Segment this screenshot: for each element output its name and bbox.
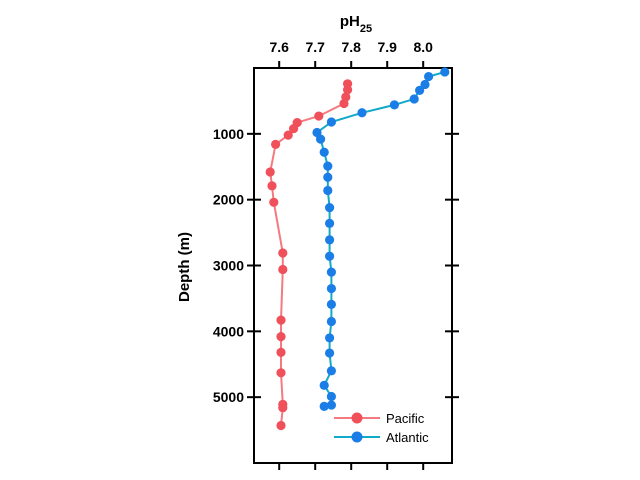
pacific-data-point [276,368,286,378]
pacific-data-point [283,130,293,140]
pacific-data-point [278,248,288,258]
x-tick-label: 7.8 [341,39,361,55]
legend: Pacific Atlantic [334,411,429,445]
atlantic-data-point [326,283,336,294]
atlantic-data-point [319,380,329,390]
pacific-data-point [265,167,275,177]
atlantic-data-point [420,79,430,90]
pacific-data-point [314,111,324,121]
pacific-data-point [278,403,288,413]
pacific-data-point [271,139,281,149]
pacific-data-point [278,264,288,275]
pacific-legend-label: Pacific [386,411,425,426]
series-layer [265,67,450,431]
x-axis-title: pH25 [340,13,372,35]
pacific-data-point [269,197,279,207]
pacific-data-point [343,85,353,95]
atlantic-data-point [325,202,335,213]
pacific-data-point [289,123,299,134]
atlantic-data-point [326,299,336,309]
atlantic-data-point [323,185,333,196]
atlantic-series-line [315,71,446,408]
pacific-data-point [339,98,349,109]
x-tick-label: 7.7 [305,39,325,55]
atlantic-data-point [326,117,336,127]
y-axis-ticks: 1000 2000 3000 4000 5000 [213,126,459,405]
atlantic-data-point [325,348,335,358]
y-tick-label: 3000 [213,258,244,274]
atlantic-data-point [440,67,450,77]
pacific-data-point [276,315,286,325]
atlantic-data-point [326,316,336,327]
atlantic-legend-marker [351,431,363,443]
atlantic-data-point [326,366,336,376]
x-tick-label: 7.9 [377,39,397,55]
pacific-data-point [276,332,286,342]
pacific-data-point [267,181,277,191]
x-axis-title-subscript: 25 [360,23,372,35]
atlantic-data-point [325,251,335,261]
atlantic-data-point [326,391,336,402]
atlantic-data-point [325,333,335,343]
pacific-legend-marker [351,412,363,424]
y-tick-label: 2000 [213,192,244,208]
x-tick-label: 8.0 [413,39,433,55]
y-tick-label: 1000 [213,126,244,142]
y-tick-label: 5000 [213,389,244,405]
atlantic-data-point [326,400,336,410]
atlantic-data-point [316,134,326,144]
atlantic-data-point [424,71,434,82]
pacific-data-point [276,420,286,431]
atlantic-data-point [323,161,333,171]
atlantic-data-point [325,235,335,245]
atlantic-data-point [409,94,419,104]
atlantic-data-point [319,401,329,411]
x-axis-ticks: 7.6 7.7 7.8 7.9 8.0 [269,39,433,470]
y-axis-title: Depth (m) [176,232,193,302]
atlantic-data-point [357,108,367,118]
x-tick-label: 7.6 [269,39,289,55]
pacific-data-point [276,347,286,357]
atlantic-legend-label: Atlantic [386,430,429,445]
atlantic-data-point [319,147,329,157]
atlantic-data-point [325,218,335,228]
atlantic-data-point [323,172,333,182]
atlantic-data-point [415,85,425,95]
x-axis-title-main: pH [340,13,360,30]
x-axis-title-text: pH25 [340,13,372,35]
y-tick-label: 4000 [213,323,244,339]
atlantic-data-point [389,100,399,110]
atlantic-data-point [326,267,336,277]
